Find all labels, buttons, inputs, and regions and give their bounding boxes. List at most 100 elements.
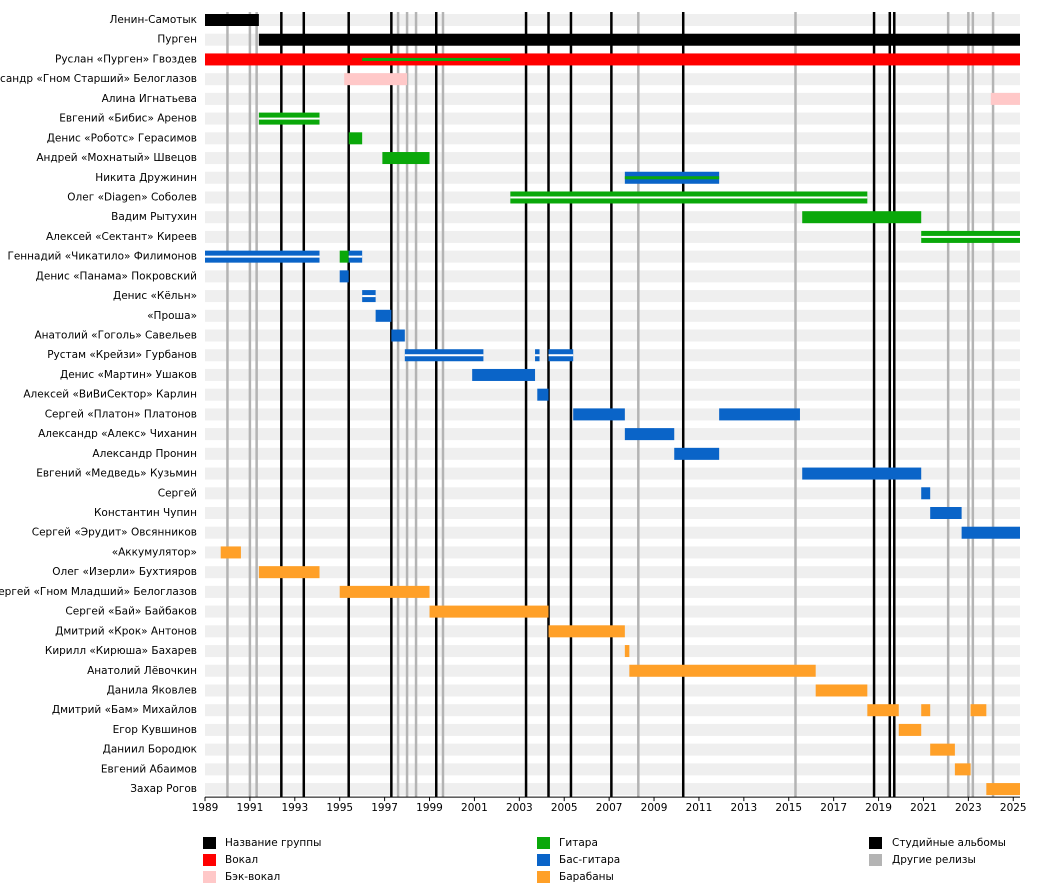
bar <box>429 605 549 618</box>
member-name: Сергей <box>158 487 197 499</box>
bar <box>921 487 931 500</box>
bar <box>391 329 405 342</box>
bar <box>362 57 511 61</box>
bar <box>472 368 536 381</box>
member-name: Захар Рогов <box>130 783 197 795</box>
member-name: Денис «Мартин» Ушаков <box>60 369 197 381</box>
member-name: Егор Кувшинов <box>113 724 197 736</box>
x-tick-label: 1991 <box>237 802 264 814</box>
bar-split <box>535 354 540 357</box>
bar-split <box>404 354 484 357</box>
bar <box>815 684 868 697</box>
bar <box>375 309 392 322</box>
bar-split <box>258 117 320 120</box>
x-tick-label: 2025 <box>1000 802 1027 814</box>
bar-split <box>548 354 574 357</box>
member-name: Данила Яковлев <box>107 684 197 696</box>
x-tick-label: 2001 <box>461 802 488 814</box>
x-tick-label: 2005 <box>551 802 578 814</box>
member-name: Рустам «Крейзи» Гурбанов <box>47 349 197 361</box>
member-name: Пурген <box>157 34 197 46</box>
bar <box>382 152 430 165</box>
x-tick-label: 1989 <box>192 802 219 814</box>
legend-swatch <box>203 871 216 883</box>
bar <box>898 723 922 736</box>
x-tick-label: 1997 <box>371 802 398 814</box>
bar <box>719 408 800 421</box>
bar <box>258 33 1021 46</box>
bar <box>930 743 955 756</box>
bar <box>205 14 259 26</box>
x-tick-label: 2021 <box>910 802 937 814</box>
legend-swatch <box>203 837 216 849</box>
bar-split <box>921 235 1020 238</box>
x-tick-label: 2017 <box>820 802 847 814</box>
bar <box>339 585 430 598</box>
member-name: Алина Игнатьева <box>102 93 197 105</box>
bar <box>986 783 1020 796</box>
member-name: Андрей «Мохнатый» Швецов <box>36 152 197 164</box>
bar-split <box>348 255 363 258</box>
bar <box>220 546 241 559</box>
member-name: Александр Пронин <box>92 448 197 460</box>
bar <box>258 566 320 579</box>
member-name: Геннадий «Чикатило» Филимонов <box>7 251 197 263</box>
member-name: Вадим Рытухин <box>111 211 197 223</box>
member-name: Ленин-Самотык <box>109 14 197 26</box>
legend-label: Другие релизы <box>892 854 976 866</box>
x-tick-label: 2011 <box>686 802 713 814</box>
member-name: Сергей «Эрудит» Овсянников <box>32 527 197 539</box>
member-name: Алексей «Сектант» Киреев <box>46 231 197 243</box>
member-name: Евгений «Медведь» Кузьмин <box>36 468 197 480</box>
bar <box>802 467 922 480</box>
x-tick-label: 2015 <box>775 802 802 814</box>
bar <box>205 53 1020 66</box>
x-tick-label: 2019 <box>865 802 892 814</box>
legend-label: Бас-гитара <box>559 854 620 866</box>
member-name: Денис «Роботс» Герасимов <box>47 132 197 144</box>
bar <box>348 132 363 145</box>
member-name: Олег «Diagen» Соболев <box>67 191 197 203</box>
member-name: «Проша» <box>147 310 197 322</box>
bar <box>548 625 625 638</box>
member-name: Анатолий Лёвочкин <box>87 665 197 677</box>
x-tick-label: 2003 <box>506 802 533 814</box>
bar-split <box>205 255 320 258</box>
member-name: Олег «Изерли» Бухтияров <box>52 566 197 578</box>
member-name: Александр «Гном Старший» Белоглазов <box>0 73 197 85</box>
x-tick-label: 1999 <box>416 802 443 814</box>
legend-label: Гитара <box>559 837 598 849</box>
x-tick-label: 2009 <box>641 802 668 814</box>
bar <box>970 704 987 717</box>
member-name: Сергей «Гном Младший» Белоглазов <box>0 586 197 598</box>
x-tick-label: 1995 <box>326 802 353 814</box>
legend-swatch <box>203 854 216 866</box>
bar <box>629 664 816 677</box>
bar-split <box>362 295 376 298</box>
bar <box>930 507 962 519</box>
bar <box>954 763 971 776</box>
legend-label: Барабаны <box>559 871 614 883</box>
legend-label: Вокал <box>225 854 258 866</box>
legend-label: Название группы <box>225 837 321 849</box>
bar <box>624 645 630 658</box>
member-name: Константин Чупин <box>94 507 197 519</box>
bar <box>921 704 931 717</box>
member-name: Сергей «Бай» Байбаков <box>65 606 197 618</box>
legend-swatch <box>537 854 550 866</box>
member-name: Дмитрий «Крок» Антонов <box>55 625 197 637</box>
member-name: Дмитрий «Бам» Михайлов <box>52 704 197 716</box>
member-name: Кирилл «Кирюша» Бахарев <box>45 645 197 657</box>
legend-label: Студийные альбомы <box>892 837 1006 849</box>
bar <box>344 73 408 86</box>
member-name: Алексей «ВиВиСектор» Карлин <box>23 389 197 401</box>
legend-swatch <box>869 837 882 849</box>
bar <box>624 176 720 180</box>
bar <box>802 211 922 224</box>
bar <box>339 250 349 263</box>
bar-split <box>510 196 868 199</box>
member-name: Денис «Кёльн» <box>113 290 197 302</box>
bar <box>867 704 899 717</box>
member-name: Александр «Алекс» Чиханин <box>38 428 197 440</box>
